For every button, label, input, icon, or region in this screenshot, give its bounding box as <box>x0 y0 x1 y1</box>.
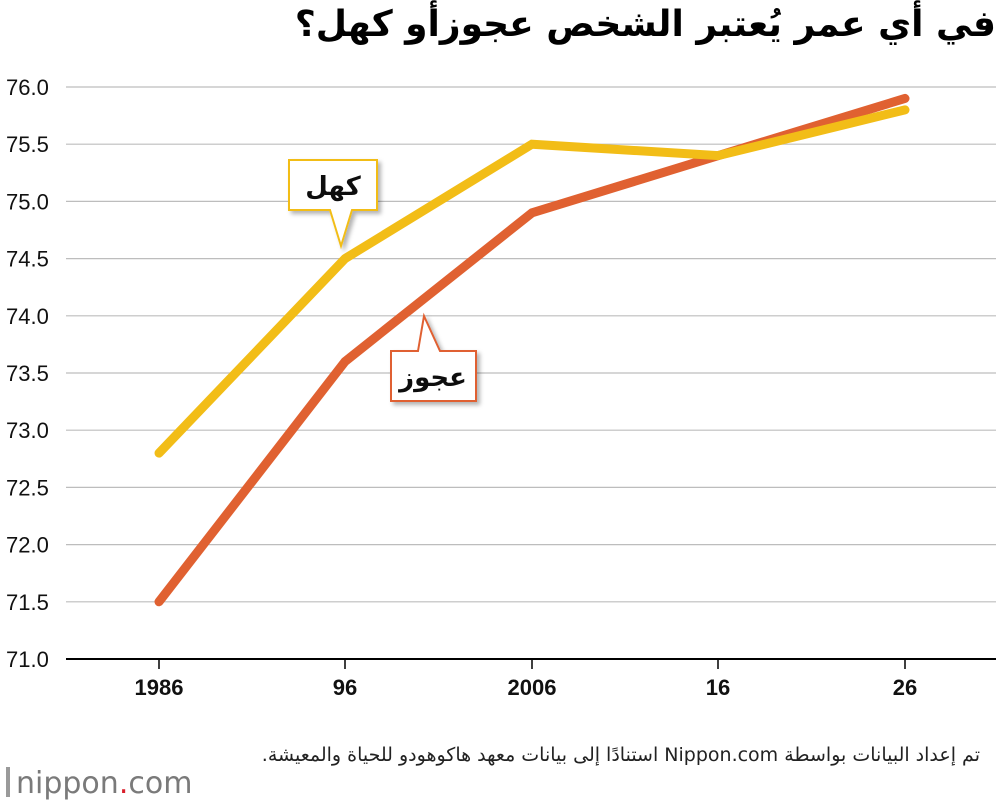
series-callouts: كهل عجوز <box>288 159 477 402</box>
y-tick-label: 74.0 <box>6 304 49 329</box>
callout-kahl: كهل <box>288 159 378 250</box>
series-line-kahl <box>154 105 910 458</box>
x-axis: 1986 96 2006 16 26 <box>135 659 917 700</box>
y-tick-label: 75.0 <box>6 189 49 214</box>
series-lines <box>154 93 910 607</box>
callout-ajouz-box <box>390 312 477 402</box>
series-line-ajouz <box>154 93 910 607</box>
y-tick-label: 73.5 <box>6 361 49 386</box>
y-tick-label: 71.5 <box>6 590 49 615</box>
x-tick-label: 2006 <box>508 675 557 700</box>
chart-title: في أي عمر يُعتبر الشخص عجوزأو كهل؟ <box>294 4 996 45</box>
y-tick-label: 74.5 <box>6 247 49 272</box>
x-tick-label: 16 <box>706 675 730 700</box>
x-tick-label: 26 <box>893 675 917 700</box>
callout-kahl-label: كهل <box>305 172 361 202</box>
x-tick-label: 96 <box>333 675 357 700</box>
nippon-logo: nippon.com <box>6 764 192 804</box>
y-tick-label: 72.0 <box>6 533 49 558</box>
callout-ajouz-label: عجوز <box>397 363 467 393</box>
y-tick-label: 76.0 <box>6 75 49 100</box>
callout-kahl-box <box>288 159 378 250</box>
y-axis: 76.0 75.5 75.0 74.5 74.0 73.5 73.0 72.5 72.0 71.5… <box>6 75 49 672</box>
y-tick-label: 73.0 <box>6 418 49 443</box>
logo-suffix: com <box>128 766 193 801</box>
callout-ajouz: عجوز <box>390 312 477 402</box>
logo-mark-icon <box>6 767 10 797</box>
line-chart: 76.0 75.5 75.0 74.5 74.0 73.5 73.0 72.5 72.0 71.5… <box>6 75 996 700</box>
y-tick-label: 75.5 <box>6 132 49 157</box>
y-tick-label: 72.5 <box>6 475 49 500</box>
logo-dot: . <box>118 766 129 801</box>
x-tick-label: 1986 <box>135 675 184 700</box>
y-tick-label: 71.0 <box>6 647 49 672</box>
gridlines <box>66 86 996 660</box>
logo-prefix: nippon <box>16 766 119 801</box>
source-note: تم إعداد البيانات بواسطة Nippon.com استن… <box>261 744 980 766</box>
